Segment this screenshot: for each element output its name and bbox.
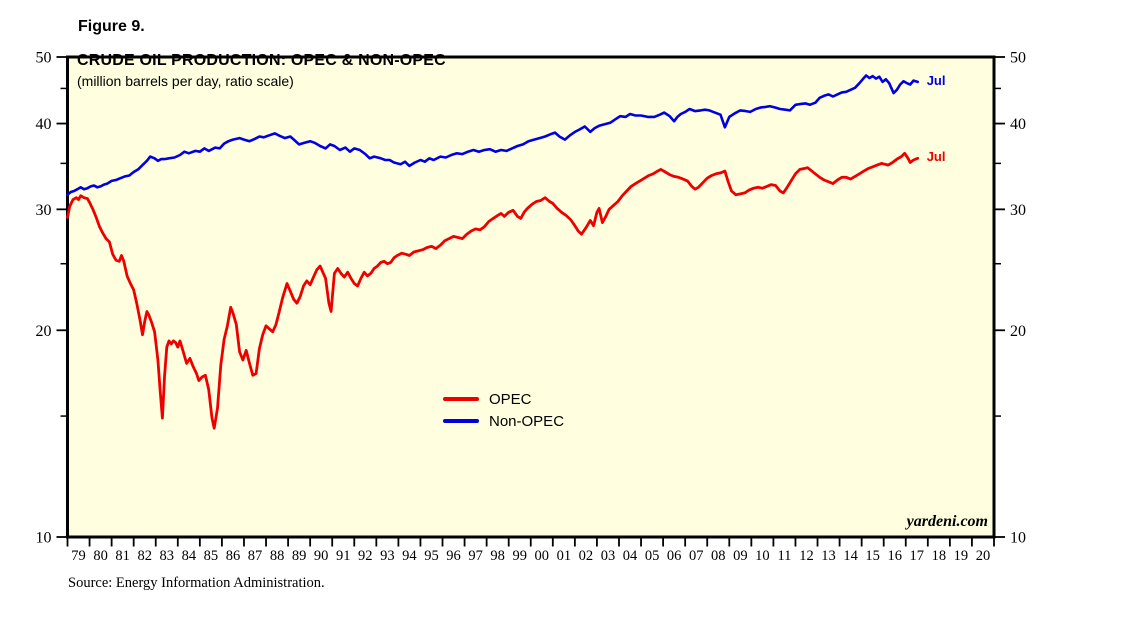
opec-line-swatch — [443, 397, 479, 401]
legend-label-opec: OPEC — [489, 390, 532, 408]
y-axis-label-left: 10 — [36, 530, 52, 547]
x-axis-label: 79 — [71, 548, 86, 564]
x-axis-label: 84 — [182, 548, 197, 564]
x-axis-label: 95 — [424, 548, 439, 564]
y-axis-label-left: 30 — [36, 202, 52, 219]
source-note: Source: Energy Information Administratio… — [68, 575, 325, 591]
x-axis-label: 12 — [799, 548, 814, 564]
x-axis-label: 08 — [711, 548, 726, 564]
x-axis-label: 17 — [910, 548, 925, 564]
x-axis-label: 05 — [645, 548, 660, 564]
x-axis-label: 92 — [358, 548, 373, 564]
x-axis-label: 93 — [380, 548, 395, 564]
x-axis-label: 00 — [535, 548, 550, 564]
legend: OPEC Non-OPEC — [443, 388, 564, 432]
x-axis-label: 14 — [843, 548, 858, 564]
x-axis-label: 09 — [733, 548, 748, 564]
x-axis-label: 96 — [446, 548, 461, 564]
legend-row-opec: OPEC — [443, 388, 564, 410]
y-axis-label-right: 50 — [1010, 50, 1026, 67]
x-axis-label: 11 — [777, 548, 791, 564]
x-axis-label: 82 — [137, 548, 152, 564]
x-axis-label: 97 — [468, 548, 483, 564]
x-axis-label: 86 — [226, 548, 241, 564]
x-axis-label: 83 — [160, 548, 175, 564]
y-axis-label-right: 30 — [1010, 202, 1026, 219]
x-axis-label: 85 — [204, 548, 219, 564]
x-axis-label: 04 — [623, 548, 638, 564]
x-axis-label: 20 — [976, 548, 991, 564]
opec-end-label: Jul — [926, 149, 946, 165]
y-axis-label-left: 50 — [36, 50, 52, 67]
legend-label-nonopec: Non-OPEC — [489, 412, 565, 430]
plot-frame — [66, 55, 996, 539]
series-line-non-opec — [66, 74, 920, 197]
y-axis-label-left: 20 — [36, 323, 52, 340]
y-axis-label-right: 20 — [1010, 323, 1026, 340]
x-axis-label: 15 — [865, 548, 880, 564]
x-axis-label: 94 — [402, 548, 417, 564]
x-axis-label: 99 — [512, 548, 527, 564]
x-axis-label: 91 — [336, 548, 351, 564]
x-axis-label: 19 — [954, 548, 969, 564]
y-axis-label-right: 10 — [1010, 530, 1026, 547]
x-axis-label: 88 — [270, 548, 285, 564]
x-axis-label: 87 — [248, 548, 263, 564]
chart-subtitle: (million barrels per day, ratio scale) — [77, 73, 294, 89]
x-axis-label: 02 — [579, 548, 594, 564]
x-axis-label: 10 — [755, 548, 770, 564]
x-axis-label: 16 — [887, 548, 902, 564]
chart-title: CRUDE OIL PRODUCTION: OPEC & NON-OPEC — [77, 52, 446, 69]
x-axis-label: 80 — [93, 548, 108, 564]
x-axis-label: 01 — [557, 548, 572, 564]
x-axis-label: 13 — [821, 548, 836, 564]
x-axis-label: 03 — [601, 548, 616, 564]
x-axis-label: 06 — [667, 548, 682, 564]
x-axis-label: 90 — [314, 548, 329, 564]
x-axis-label: 81 — [115, 548, 130, 564]
nonopec-end-label: Jul — [926, 72, 946, 88]
figure-label: Figure 9. — [78, 18, 145, 35]
series-line-opec — [66, 151, 920, 430]
watermark: yardeni.com — [906, 513, 988, 530]
y-axis-label-right: 40 — [1010, 116, 1026, 133]
x-axis-label: 89 — [292, 548, 307, 564]
x-axis-label: 18 — [932, 548, 947, 564]
y-axis-label-left: 40 — [36, 116, 52, 133]
nonopec-line-swatch — [443, 419, 479, 423]
x-axis-label: 98 — [490, 548, 505, 564]
x-axis-label: 07 — [689, 548, 704, 564]
legend-row-nonopec: Non-OPEC — [443, 410, 564, 432]
